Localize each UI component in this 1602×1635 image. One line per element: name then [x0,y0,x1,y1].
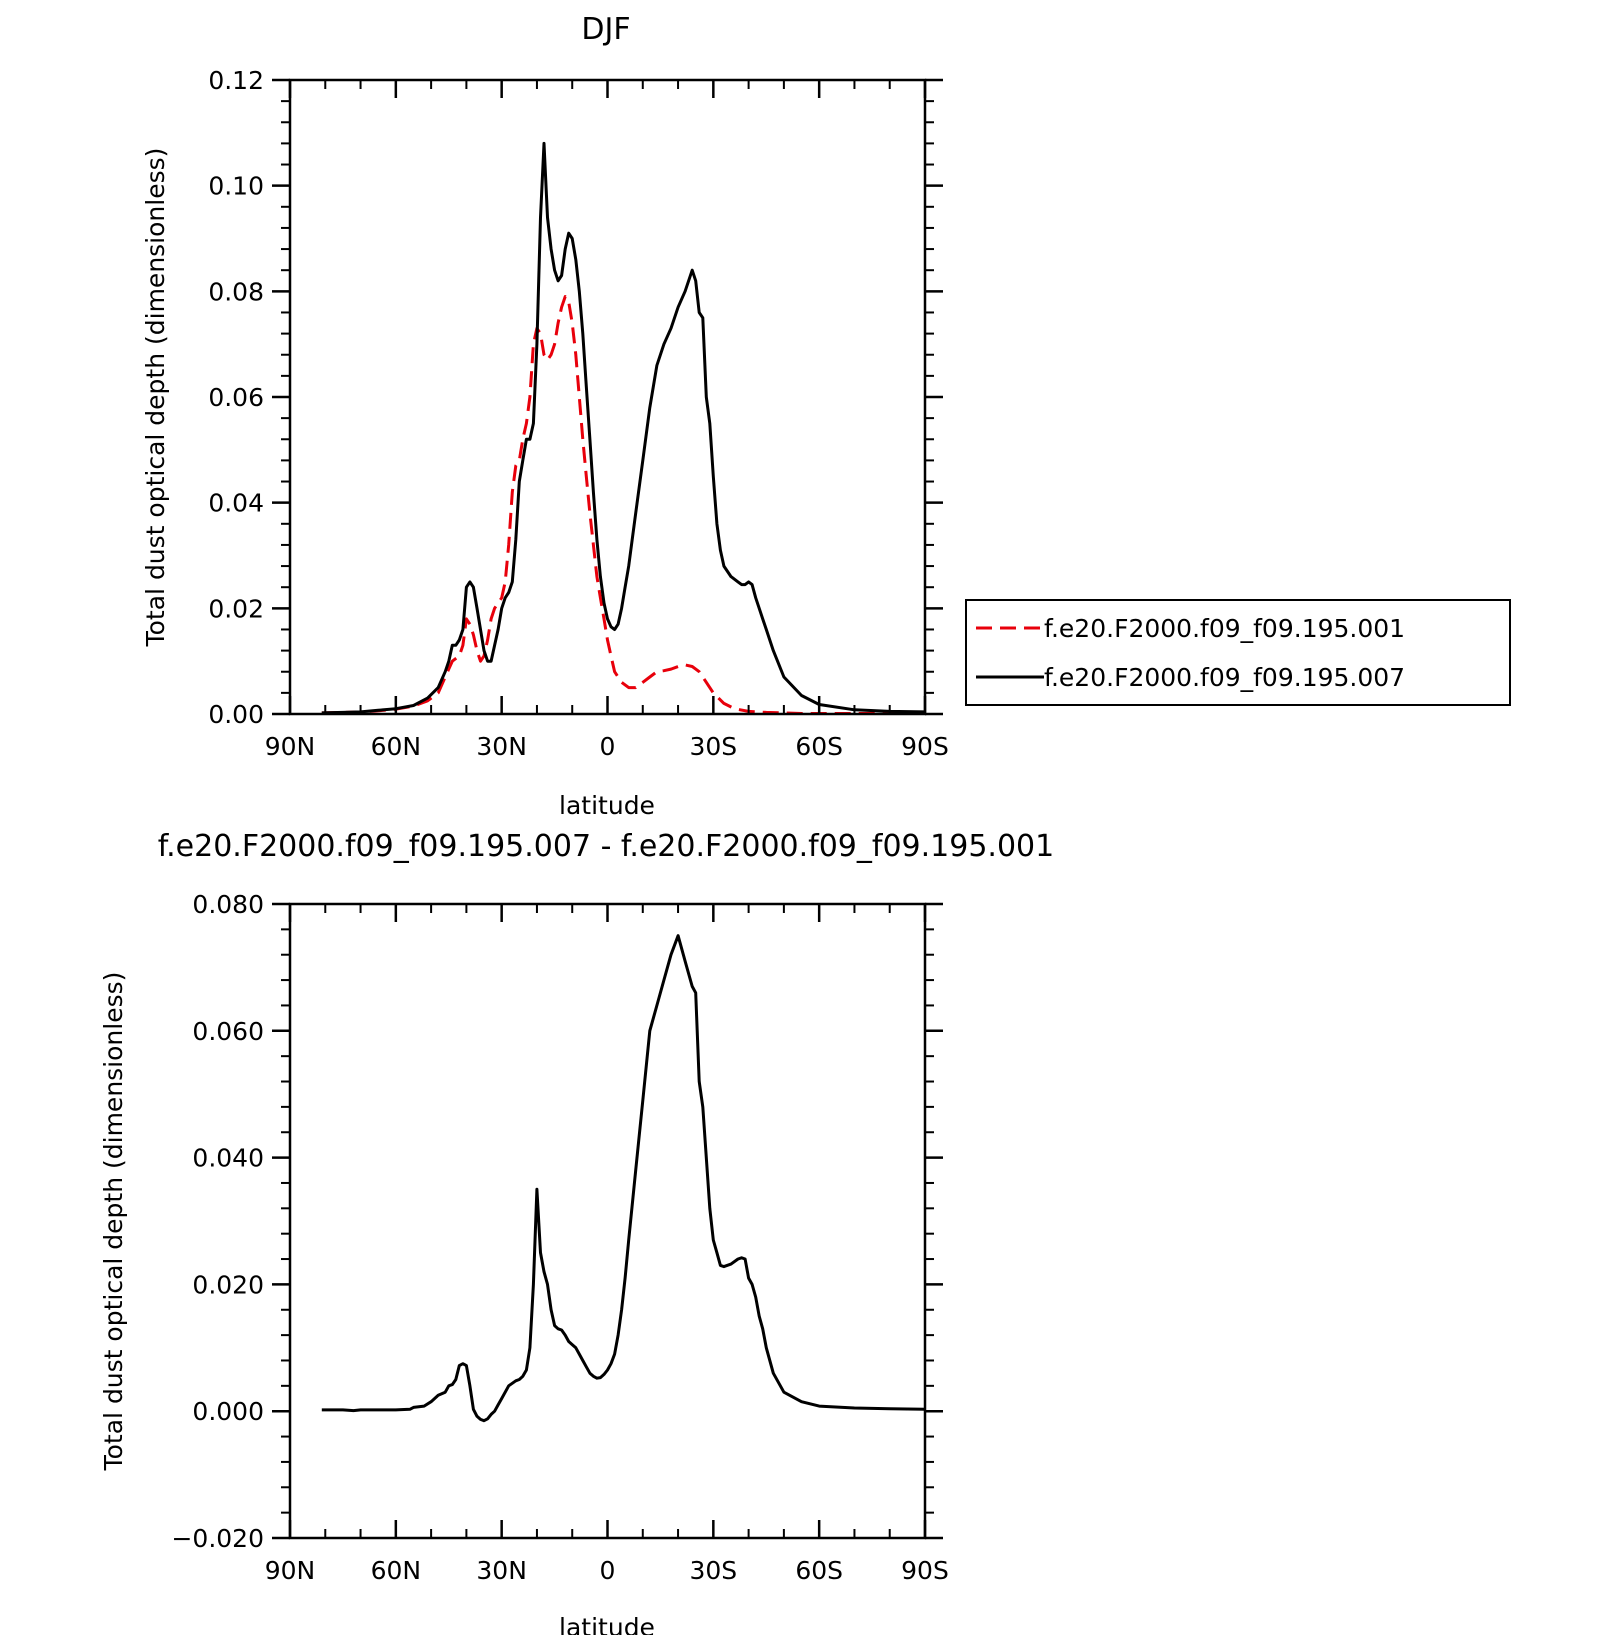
y-axis-label: Total dust optical depth (dimensionless) [99,972,128,1472]
x-tick-label: 60N [371,1556,422,1585]
y-tick-label: 0.080 [192,890,264,919]
y-tick-label: 0.10 [208,172,264,201]
legend-label-series-1: f.e20.F2000.f09_f09.195.001 [1044,614,1405,643]
x-tick-label: 60N [371,732,422,761]
x-axis-label: latitude [559,1613,655,1635]
y-tick-label: −0.020 [171,1524,264,1553]
x-tick-label: 30N [476,732,527,761]
series-line-2 [321,141,926,715]
y-tick-label: 0.000 [192,1397,264,1426]
y-tick-label: 0.12 [208,66,264,95]
y-tick-labels: −0.020 0.000 0.020 0.040 0.060 0.080 [171,890,264,1553]
x-tick-labels: 90N 60N 30N 0 30S 60S 90S [265,1556,949,1585]
series-line-1 [321,934,926,1423]
x-tick-label: 0 [600,1556,616,1585]
x-tick-label: 0 [600,732,616,761]
y-tick-label: 0.02 [208,594,264,623]
x-tick-label: 30N [476,1556,527,1585]
series-group [321,934,926,1423]
x-tick-label: 90N [265,1556,316,1585]
series-line-1 [321,295,925,715]
plot-frame [288,902,927,1540]
series-group [321,141,926,715]
y-tick-label: 0.00 [208,700,264,729]
x-tick-label: 60S [795,732,843,761]
y-tick-label: 0.040 [192,1144,264,1173]
panel-title: f.e20.F2000.f09_f09.195.007 - f.e20.F200… [158,829,1054,864]
panel-title: DJF [581,12,630,47]
x-tick-label: 30S [689,732,737,761]
legend-label-series-2: f.e20.F2000.f09_f09.195.007 [1044,663,1405,692]
y-tick-label: 0.06 [208,383,264,412]
x-tick-label: 90S [901,1556,949,1585]
y-tick-label: 0.020 [192,1270,264,1299]
difference-panel: f.e20.F2000.f09_f09.195.007 - f.e20.F200… [99,829,1054,1635]
y-tick-labels: 0.00 0.02 0.04 0.06 0.08 0.10 0.12 [208,66,264,729]
x-tick-label: 30S [689,1556,737,1585]
x-tick-label: 60S [795,1556,843,1585]
plot-frame [288,78,927,716]
x-axis-label: latitude [559,791,655,820]
x-tick-label: 90N [265,732,316,761]
y-axis-label: Total dust optical depth (dimensionless) [141,148,170,648]
y-tick-label: 0.08 [208,277,264,306]
y-tick-label: 0.060 [192,1017,264,1046]
legend: f.e20.F2000.f09_f09.195.001 f.e20.F2000.… [965,599,1511,706]
legend-box [965,599,1511,706]
x-tick-label: 90S [901,732,949,761]
djf-panel: DJF 0.00 0.02 0.04 0.06 0.08 0.10 0.12 90N 60N 3… [141,12,1511,820]
y-tick-label: 0.04 [208,489,264,518]
x-tick-labels: 90N 60N 30N 0 30S 60S 90S [265,732,949,761]
